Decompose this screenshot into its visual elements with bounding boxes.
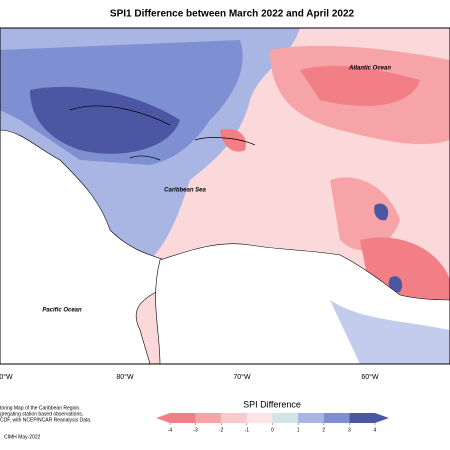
legend-swatch [272,413,299,423]
longitude-label: 60°W [361,373,379,381]
longitude-label: 70°W [233,373,251,381]
credit-text: CDF, with NCEP/NCAR Reanalysis Data. [0,417,91,423]
ocean-label: Atlantic Ocean [348,66,391,72]
legend-tick-label: 0 [271,427,274,433]
legend-tick-label: 3 [348,427,351,433]
legend-tick-label: 2 [322,427,325,433]
map-title: SPI1 Difference between March 2022 and A… [110,9,355,20]
legend-swatch [156,413,196,423]
map [0,27,450,365]
legend-tick-label: -1 [245,427,250,433]
legend-swatch [349,413,389,423]
legend-swatch [221,413,247,423]
sea-label: Caribbean Sea [164,188,206,194]
legend-swatch [298,413,324,423]
legend: -4 -3 -2 -1 0 1 2 3 4 [156,413,389,433]
longitude-label: 0°W [0,373,13,381]
legend-swatch [195,413,222,423]
legend-tick-label: -4 [168,427,173,433]
legend-swatch [246,413,273,423]
legend-tick-label: 1 [297,427,300,433]
ocean-label: Pacific Ocean [42,308,82,314]
legend-title: SPI Difference [243,399,301,409]
credit-text: gregating station based observations, [0,411,83,417]
longitude-label: 80°W [116,373,134,381]
credit-text: CIMH May-2022 [4,434,41,440]
legend-tick-label: -3 [193,427,198,433]
legend-swatch [323,413,350,423]
legend-tick-label: 4 [374,427,377,433]
legend-tick-label: -2 [219,427,224,433]
credit-text: toring Map of the Caribbean Region. [0,405,81,411]
